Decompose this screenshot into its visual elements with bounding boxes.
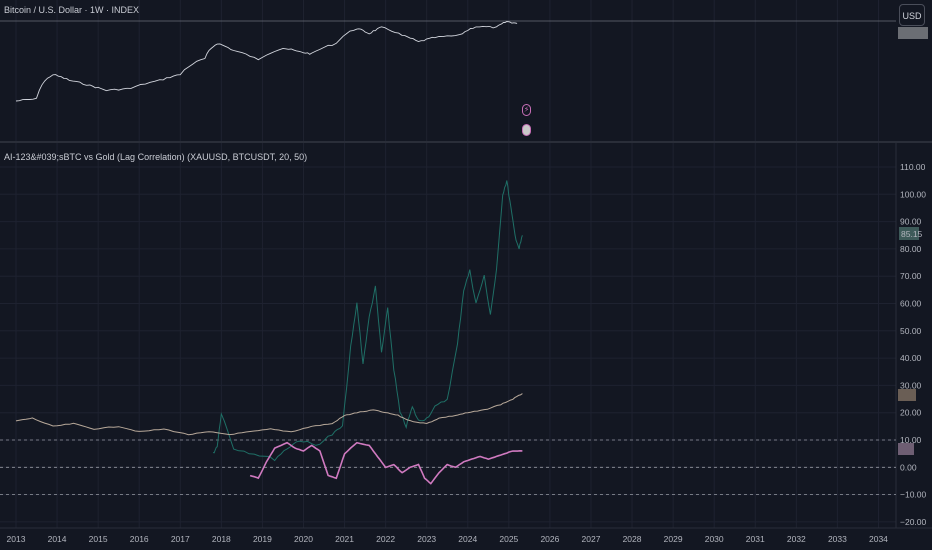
price-last-box <box>898 27 928 39</box>
price-line[interactable] <box>15 21 518 102</box>
x-tick-label: 2021 <box>335 534 354 544</box>
x-tick-label: 2015 <box>89 534 108 544</box>
x-tick-label: 2013 <box>7 534 26 544</box>
x-tick-label: 2026 <box>540 534 559 544</box>
corr-value-badge <box>898 443 914 455</box>
x-tick-label: 2034 <box>869 534 888 544</box>
y-tick-label: 100.00 <box>900 189 926 199</box>
y-tick-label: 70.00 <box>900 271 922 281</box>
x-axis-ticks: 2013 2014 2015 2016 2017 2018 2019 2020 2021 2022… <box>7 534 889 544</box>
indicator-series[interactable] <box>15 180 523 485</box>
y-axis-ticks: 110.00 100.00 90.00 80.00 70.00 60.00 50.00 40.… <box>900 162 927 527</box>
lightning-icon[interactable]: ⚡ <box>522 104 531 116</box>
x-tick-label: 2016 <box>130 534 149 544</box>
y-tick-label: 80.00 <box>900 244 922 254</box>
ratio-value-badge <box>899 227 919 240</box>
y-tick-label: 0.00 <box>900 462 917 472</box>
x-tick-label: 2032 <box>787 534 806 544</box>
currency-button[interactable]: USD <box>899 4 925 26</box>
reference-lines <box>0 439 896 496</box>
x-tick-label: 2017 <box>171 534 190 544</box>
y-tick-label: 20.00 <box>900 408 922 418</box>
y-tick-label: 110.00 <box>900 162 926 172</box>
correlation-line[interactable] <box>249 441 523 485</box>
x-tick-label: 2024 <box>458 534 477 544</box>
x-tick-label: 2030 <box>705 534 724 544</box>
price-series[interactable] <box>15 21 518 102</box>
y-tick-label: −10.00 <box>900 490 927 500</box>
x-tick-label: 2022 <box>376 534 395 544</box>
x-tick-label: 2023 <box>417 534 436 544</box>
y-tick-label: −20.00 <box>900 517 927 527</box>
x-tick-label: 2025 <box>499 534 518 544</box>
x-tick-label: 2027 <box>582 534 601 544</box>
x-tick-label: 2019 <box>253 534 272 544</box>
y-tick-label: 40.00 <box>900 353 922 363</box>
x-tick-label: 2029 <box>664 534 683 544</box>
y-tick-label: 60.00 <box>900 299 922 309</box>
y-tick-label: 50.00 <box>900 326 922 336</box>
x-tick-label: 2028 <box>623 534 642 544</box>
ratio-value-label: 85.15 <box>901 229 923 239</box>
x-tick-label: 2031 <box>746 534 765 544</box>
moving-average-line[interactable] <box>15 393 523 436</box>
x-tick-label: 2018 <box>212 534 231 544</box>
ma-value-badge <box>898 389 916 401</box>
x-tick-label: 2014 <box>48 534 67 544</box>
price-pane-title: Bitcoin / U.S. Dollar · 1W · INDEX <box>4 5 139 15</box>
y-tick-label: 30.00 <box>900 380 922 390</box>
y-tick-label: 90.00 <box>900 217 922 227</box>
y-tick-label: 10.00 <box>900 435 922 445</box>
indicator-pane-title: AI-123&#039;sBTC vs Gold (Lag Correlatio… <box>4 152 307 162</box>
coin-icon[interactable] <box>522 124 531 136</box>
x-tick-label: 2020 <box>294 534 313 544</box>
x-tick-label: 2033 <box>828 534 847 544</box>
